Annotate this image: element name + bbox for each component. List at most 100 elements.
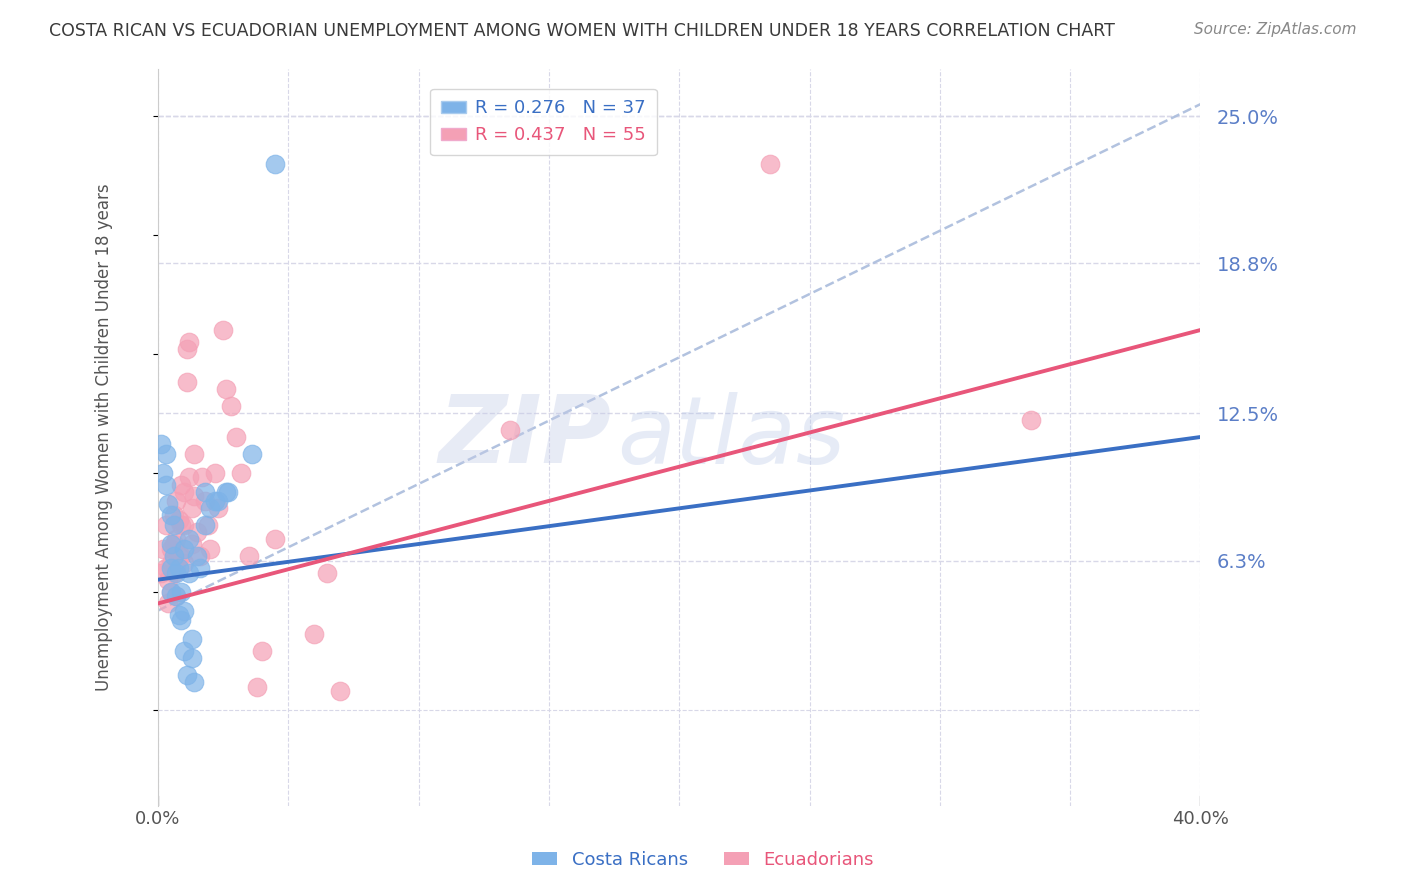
Point <box>170 584 193 599</box>
Point <box>179 533 201 547</box>
Legend: R = 0.276   N = 37, R = 0.437   N = 55: R = 0.276 N = 37, R = 0.437 N = 55 <box>430 88 657 155</box>
Point <box>162 508 184 523</box>
Point <box>167 549 190 563</box>
Point <box>198 541 221 556</box>
Point <box>157 573 180 587</box>
Point <box>162 549 184 563</box>
Text: COSTA RICAN VS ECUADORIAN UNEMPLOYMENT AMONG WOMEN WITH CHILDREN UNDER 18 YEARS : COSTA RICAN VS ECUADORIAN UNEMPLOYMENT A… <box>49 22 1115 40</box>
Point <box>252 644 274 658</box>
Text: ZIP: ZIP <box>439 391 612 483</box>
Point <box>188 549 211 563</box>
Point <box>1019 413 1042 427</box>
Point <box>173 603 195 617</box>
Point <box>170 518 193 533</box>
Point <box>157 497 180 511</box>
Point <box>160 561 183 575</box>
Point <box>160 537 183 551</box>
Point <box>149 437 172 451</box>
Point <box>179 334 201 349</box>
Point <box>207 501 229 516</box>
Point <box>155 447 177 461</box>
Point <box>155 518 177 533</box>
Point <box>183 674 205 689</box>
Point <box>160 584 183 599</box>
Point <box>194 518 217 533</box>
Point <box>759 156 782 170</box>
Point <box>183 447 205 461</box>
Point <box>165 533 187 547</box>
Point <box>186 525 208 540</box>
Point <box>167 561 190 575</box>
Point <box>155 477 177 491</box>
Point <box>194 484 217 499</box>
Point <box>160 508 183 523</box>
Point <box>173 518 195 533</box>
Point <box>198 501 221 516</box>
Point <box>304 627 326 641</box>
Point <box>162 518 184 533</box>
Point <box>238 549 260 563</box>
Text: Unemployment Among Women with Children Under 18 years: Unemployment Among Women with Children U… <box>94 183 112 690</box>
Point <box>194 494 217 508</box>
Point <box>217 484 239 499</box>
Point <box>207 494 229 508</box>
Point <box>160 556 183 570</box>
Point <box>173 556 195 570</box>
Point <box>188 561 211 575</box>
Point <box>162 566 184 580</box>
Point <box>225 430 247 444</box>
Point <box>191 470 214 484</box>
Point <box>204 466 226 480</box>
Point <box>499 423 522 437</box>
Text: Source: ZipAtlas.com: Source: ZipAtlas.com <box>1194 22 1357 37</box>
Point <box>165 561 187 575</box>
Point <box>173 484 195 499</box>
Text: atlas: atlas <box>617 392 845 483</box>
Point <box>173 541 195 556</box>
Legend: Costa Ricans, Ecuadorians: Costa Ricans, Ecuadorians <box>524 844 882 876</box>
Point <box>162 537 184 551</box>
Point <box>157 596 180 610</box>
Point <box>183 490 205 504</box>
Point <box>160 584 183 599</box>
Point <box>155 561 177 575</box>
Point <box>165 494 187 508</box>
Point <box>179 470 201 484</box>
Point <box>165 589 187 603</box>
Point <box>173 644 195 658</box>
Point <box>176 376 198 390</box>
Point <box>264 156 287 170</box>
Point <box>316 566 339 580</box>
Point <box>167 608 190 623</box>
Point <box>180 632 202 646</box>
Point <box>152 466 174 480</box>
Point <box>160 541 183 556</box>
Point <box>170 477 193 491</box>
Point <box>264 533 287 547</box>
Point <box>152 541 174 556</box>
Point <box>215 383 238 397</box>
Point <box>165 589 187 603</box>
Text: 40.0%: 40.0% <box>1173 810 1229 829</box>
Point <box>165 566 187 580</box>
Point <box>170 549 193 563</box>
Point <box>197 518 219 533</box>
Point <box>215 484 238 499</box>
Point <box>329 684 352 698</box>
Point <box>246 680 269 694</box>
Point <box>180 651 202 665</box>
Point <box>212 323 235 337</box>
Point <box>240 447 263 461</box>
Point <box>170 613 193 627</box>
Point <box>167 513 190 527</box>
Point <box>149 566 172 580</box>
Text: 0.0%: 0.0% <box>135 810 181 829</box>
Point <box>180 537 202 551</box>
Point <box>176 667 198 681</box>
Point <box>176 342 198 356</box>
Point <box>186 549 208 563</box>
Point <box>204 494 226 508</box>
Point <box>219 399 242 413</box>
Point <box>231 466 253 480</box>
Point <box>179 566 201 580</box>
